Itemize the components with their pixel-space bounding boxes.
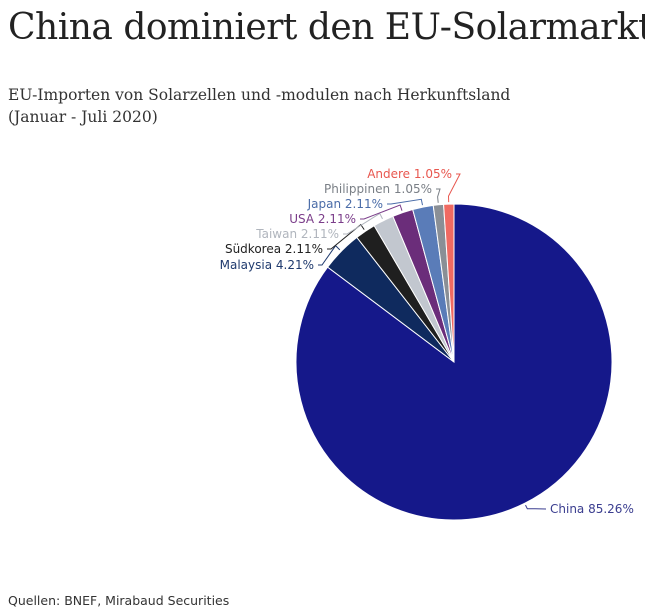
leader-line-malaysia	[318, 244, 341, 266]
slice-label-usa: USA 2.11%	[289, 212, 356, 226]
source-note: Quellen: BNEF, Mirabaud Securities	[8, 593, 230, 608]
slice-label-suedkorea: Südkorea 2.11%	[225, 242, 323, 256]
chart-title: China dominiert den EU-Solarmarkt	[8, 7, 645, 48]
leader-line-japan	[387, 198, 423, 206]
subtitle-line-2: (Januar - Juli 2020)	[8, 108, 158, 126]
leader-line-andere	[447, 173, 461, 203]
slice-label-japan: Japan 2.11%	[307, 197, 383, 211]
leader-line-philippinen	[436, 188, 441, 203]
leader-line-china	[525, 504, 547, 510]
slice-label-taiwan: Taiwan 2.11%	[255, 227, 339, 241]
pie-slice-andere[interactable]	[443, 203, 455, 363]
slice-label-malaysia: Malaysia 4.21%	[220, 258, 314, 272]
leader-line-suedkorea	[327, 223, 365, 250]
leader-line-taiwan	[343, 212, 383, 235]
slice-label-china: China 85.26%	[550, 502, 634, 516]
chart-subtitle: EU-Importen von Solarzellen und -modulen…	[8, 84, 608, 128]
slice-label-andere: Andere 1.05%	[367, 167, 452, 181]
pie-slices	[295, 203, 613, 521]
leader-line-usa	[360, 204, 403, 220]
slice-label-philippinen: Philippinen 1.05%	[324, 182, 432, 196]
pie-labels: China 85.26% Malaysia 4.21% Südkorea 2.11%…	[220, 167, 634, 516]
subtitle-line-1: EU-Importen von Solarzellen und -modulen…	[8, 86, 511, 104]
